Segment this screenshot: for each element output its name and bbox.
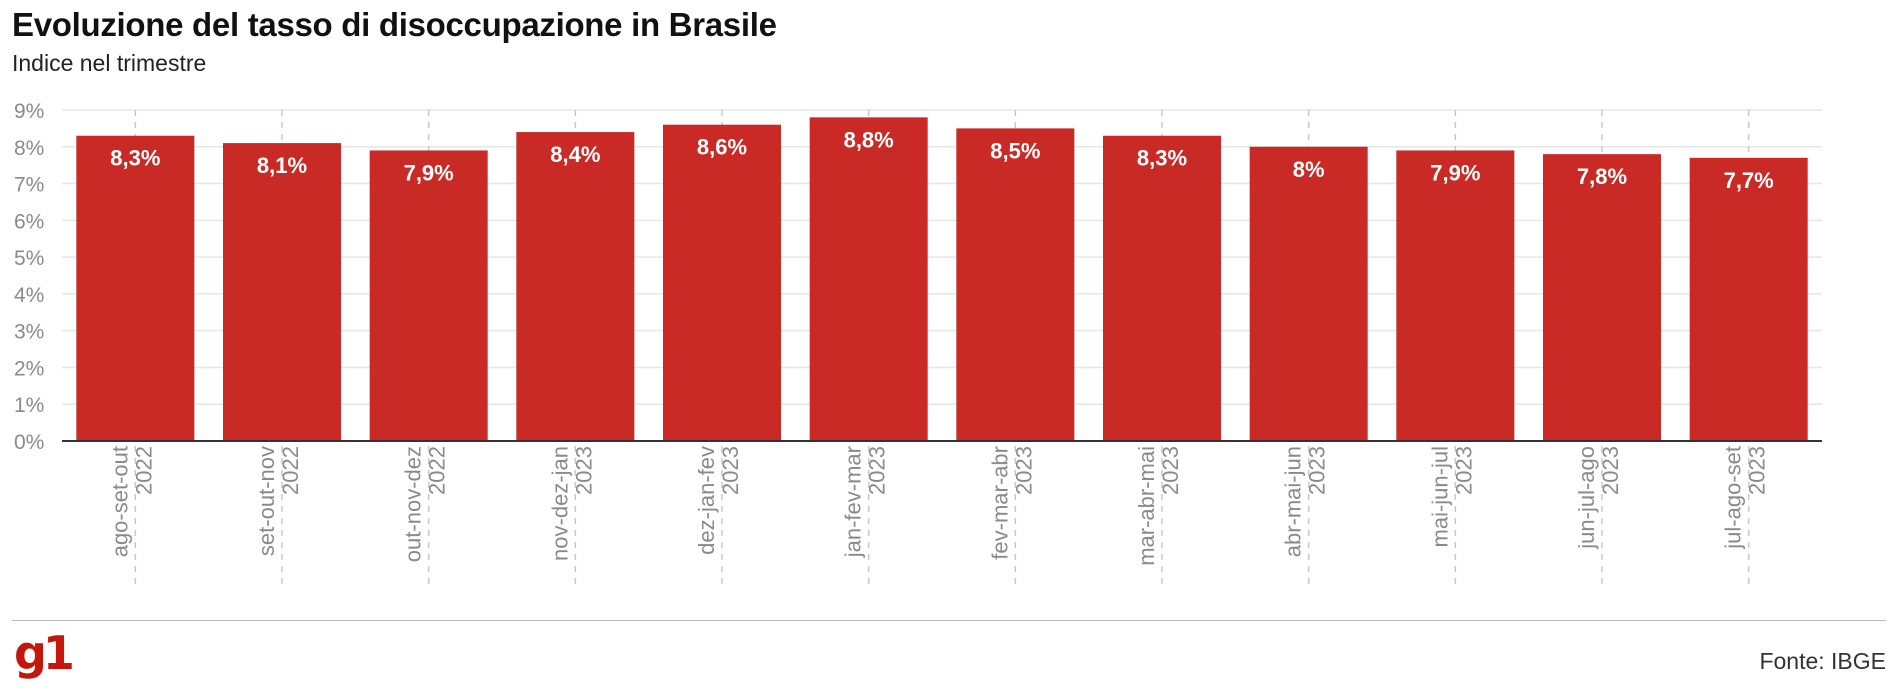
- grid-lines: [62, 109, 1822, 585]
- x-tick-year: 2023: [1011, 446, 1036, 495]
- x-tick-year: 2023: [1305, 446, 1330, 495]
- bar-value-label: 8,3%: [110, 146, 160, 171]
- bar-value-label: 8,5%: [990, 138, 1040, 163]
- y-tick-label: 7%: [14, 174, 44, 197]
- x-tick-label: fev-mar-abr 2023: [987, 446, 1036, 560]
- x-tick-label: dez-jan-fev 2023: [694, 446, 743, 555]
- x-tick-year: 2022: [131, 446, 156, 495]
- bar: [76, 135, 195, 441]
- y-tick-label: 3%: [14, 321, 44, 344]
- x-tick-period: ago-set-out: [107, 446, 132, 557]
- x-tick-year: 2023: [571, 446, 596, 495]
- x-tick-year: 2023: [865, 446, 890, 495]
- y-tick-label: 4%: [14, 284, 44, 307]
- x-tick-period: jun-jul-ago: [1574, 446, 1599, 550]
- x-tick-label: mai-jun-jul 2023: [1427, 446, 1476, 547]
- x-tick-label: jan-fev-mar 2023: [841, 446, 890, 558]
- x-tick-year: 2023: [1451, 446, 1476, 495]
- x-tick-period: abr-mai-jun: [1281, 446, 1306, 557]
- x-tick-label: nov-dez-jan 2023: [547, 446, 596, 561]
- bar: [663, 124, 781, 441]
- x-tick-period: jul-ago-set: [1721, 446, 1746, 550]
- x-tick-year: 2023: [1598, 446, 1623, 495]
- bar-value-label: 8,3%: [1137, 146, 1187, 171]
- x-tick-label: mar-abr-mai 2023: [1134, 446, 1183, 566]
- bar: [956, 128, 1075, 441]
- bar: [1689, 157, 1808, 442]
- bar-value-label: 8,8%: [844, 127, 894, 152]
- y-tick-label: 6%: [14, 210, 44, 233]
- x-tick-year: 2022: [425, 446, 450, 495]
- x-tick-period: nov-dez-jan: [547, 446, 572, 561]
- bar: [223, 143, 341, 441]
- x-tick-period: dez-jan-fev: [694, 446, 719, 555]
- y-axis-ticks: 0% 1% 2% 3% 4% 5% 6% 7% 8% 9%: [14, 100, 44, 454]
- bar-value-label: 7,9%: [1430, 160, 1480, 185]
- y-tick-label: 1%: [14, 394, 44, 417]
- x-tick-label: out-nov-dez 2022: [401, 446, 450, 562]
- bar: [1249, 146, 1368, 441]
- x-tick-label: abr-mai-jun 2023: [1281, 446, 1330, 557]
- bar-value-label: 8,6%: [697, 135, 747, 160]
- y-tick-label: 5%: [14, 247, 44, 270]
- x-axis-ticks: ago-set-out 2022 set-out-nov 2022 out-nov-de…: [107, 446, 1769, 566]
- x-tick-year: 2023: [1158, 446, 1183, 495]
- bar: [1543, 154, 1661, 441]
- x-tick-period: set-out-nov: [254, 446, 279, 556]
- bars: 8,3% 8,1% 7,9% 8,4% 8,6% 8,8% 8,5% 8,3% 8% 7,9% 7,…: [62, 117, 1822, 442]
- bar-value-label: 7,8%: [1577, 164, 1627, 189]
- x-tick-label: jun-jul-ago 2023: [1574, 446, 1623, 550]
- bar-chart: 0% 1% 2% 3% 4% 5% 6% 7% 8% 9% 8,3% 8,1% 7,9% 8,4% 8,6…: [14, 100, 1822, 585]
- chart-subtitle: Indice nel trimestre: [12, 50, 207, 76]
- x-tick-period: fev-mar-abr: [987, 446, 1012, 560]
- bar: [809, 117, 928, 441]
- bar: [1396, 150, 1515, 441]
- x-tick-period: mai-jun-jul: [1427, 446, 1452, 547]
- footer-divider: [12, 620, 1886, 621]
- y-tick-label: 2%: [14, 357, 44, 380]
- bar-value-label: 8,1%: [257, 153, 307, 178]
- x-tick-period: jan-fev-mar: [841, 446, 866, 558]
- x-tick-label: ago-set-out 2022: [107, 446, 156, 557]
- bar: [1103, 135, 1221, 441]
- x-tick-period: mar-abr-mai: [1134, 446, 1159, 566]
- bar-value-label: 8%: [1293, 157, 1325, 182]
- x-tick-label: jul-ago-set 2023: [1721, 446, 1770, 550]
- bar-value-label: 7,9%: [404, 160, 454, 185]
- bar: [369, 150, 488, 441]
- bar-value-label: 8,4%: [550, 142, 600, 167]
- g1-logo: g1: [14, 626, 75, 680]
- bar: [516, 132, 635, 442]
- x-tick-year: 2023: [1745, 446, 1770, 495]
- x-tick-year: 2022: [278, 446, 303, 495]
- x-tick-year: 2023: [718, 446, 743, 495]
- source-note: Fonte: IBGE: [1759, 648, 1886, 674]
- bar-value-label: 7,7%: [1724, 168, 1774, 193]
- chart-title: Evoluzione del tasso di disoccupazione i…: [12, 6, 777, 43]
- x-tick-label: set-out-nov 2022: [254, 446, 303, 556]
- x-tick-period: out-nov-dez: [401, 446, 426, 562]
- y-tick-label: 0%: [14, 431, 44, 454]
- y-tick-label: 8%: [14, 137, 44, 160]
- y-tick-label: 9%: [14, 100, 44, 123]
